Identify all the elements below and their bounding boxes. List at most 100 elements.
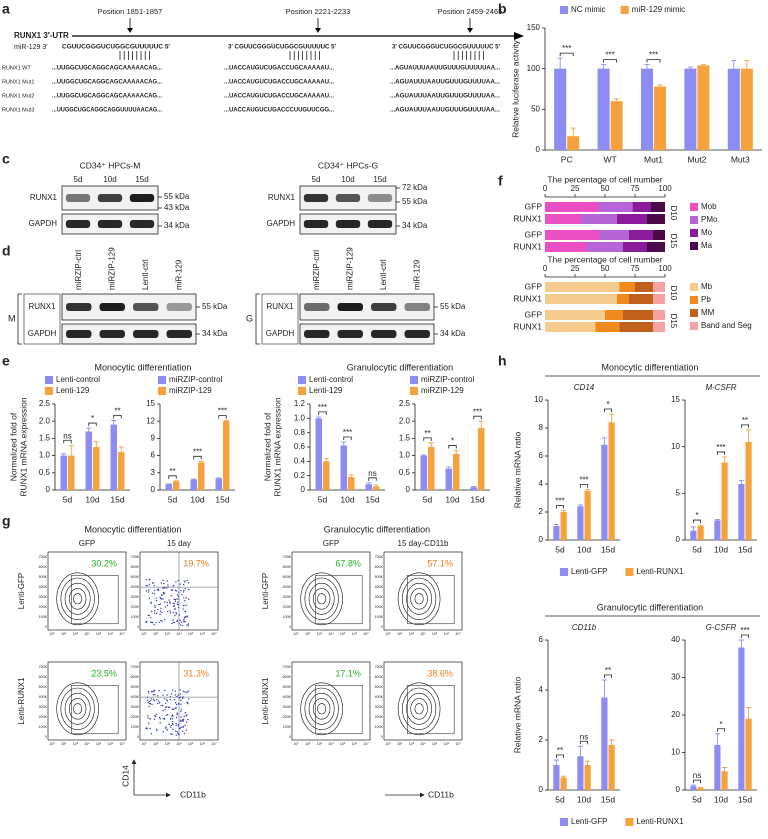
event-dot [180, 716, 182, 718]
error-bar [746, 707, 752, 731]
error-bar [478, 420, 484, 436]
x-tick-label: Mut1 [644, 154, 663, 164]
event-dot [148, 722, 150, 725]
event-dot [150, 616, 152, 619]
blot-row-label: GAPDH [28, 329, 57, 338]
bar [684, 68, 697, 150]
event-dot [168, 723, 170, 726]
event-dot [154, 694, 156, 696]
flow-x-tick: 10⁵ [96, 632, 102, 636]
event-dot [170, 589, 172, 591]
bar [478, 428, 485, 490]
legend-swatch [298, 387, 306, 395]
y-axis-label: Normalized fold of [8, 412, 18, 481]
flow-x-tick: 10⁵ [188, 632, 194, 636]
significance-bracket [556, 505, 564, 509]
error-bar [373, 484, 379, 489]
bar-segment [653, 294, 665, 304]
bar [315, 418, 322, 490]
event-dot [167, 706, 169, 708]
flow-x-tick: 10⁶ [200, 742, 206, 746]
event-dot [148, 705, 150, 708]
significance-bracket [318, 411, 327, 415]
event-dot [166, 601, 169, 604]
event-dot [172, 723, 174, 726]
significance-bracket [448, 445, 457, 449]
bar-segment [617, 294, 629, 304]
flow-x-tick: 10⁷ [119, 742, 125, 746]
event-dot [180, 703, 182, 705]
utr-sequence: ...AGUAUUUAAUUGUUUGUUUUAA... [390, 107, 500, 114]
gate-percent: 67.8% [335, 558, 361, 568]
y-tick-label: 2 [539, 507, 544, 516]
event-dot [152, 698, 155, 700]
event-dot [184, 610, 186, 612]
y-axis-label: Relative mRNA ratio [512, 431, 522, 508]
bar [118, 452, 125, 490]
contour [312, 588, 331, 610]
y-tick-label: 1.0 [39, 451, 51, 460]
bar [608, 745, 615, 790]
blot-row-label: RUNX1 [268, 193, 296, 202]
event-dot [180, 726, 182, 729]
flow-x-tick: 10⁷ [211, 632, 217, 636]
event-dot [175, 724, 177, 727]
flow-x-tick: 10³ [317, 742, 323, 746]
bar-segment [595, 322, 620, 332]
legend-label: Mob [701, 202, 717, 211]
event-dot [180, 699, 182, 702]
utr-sequence: ...AGUAUUUAAUUGUUUGUUUUAA... [390, 79, 500, 86]
contour [312, 698, 331, 720]
flow-y-tick: 700K [131, 665, 140, 669]
significance-label: ** [424, 429, 430, 438]
band [66, 303, 92, 311]
y-tick-label: 2 [539, 735, 544, 744]
bar-segment [545, 230, 599, 240]
contour [56, 572, 99, 626]
event-dot [153, 584, 155, 587]
bar [223, 421, 230, 490]
lane-label: 5d [312, 175, 321, 184]
y-tick-label: 1.5 [399, 434, 411, 443]
significance-bracket [693, 779, 701, 784]
error-bar [453, 449, 459, 458]
x-tick-label: 10d [577, 544, 591, 554]
bar [610, 101, 623, 150]
event-dot [175, 613, 178, 615]
flow-x-tick: 10³ [409, 632, 415, 636]
event-dot [184, 616, 186, 618]
event-dot [147, 690, 150, 693]
flow-y-tick: 500K [39, 575, 48, 579]
flow-x-tick: 10¹ [385, 742, 391, 746]
flow-y-tick: 0 [45, 625, 47, 629]
y-tick-label: RUNX1 [513, 213, 542, 223]
event-dot [177, 601, 179, 603]
event-dot [153, 593, 156, 595]
event-dot [163, 593, 165, 595]
utr-sequence: ...UACCAUGUCUGACCUGCAAAAAU... [224, 79, 334, 86]
contour [73, 703, 83, 715]
event-dot [147, 589, 150, 591]
contour [60, 687, 95, 730]
group-label: D10 [669, 206, 678, 221]
flow-x-tick: 10⁵ [340, 742, 346, 746]
significance-label: ns [368, 469, 376, 478]
flow-y-tick: 600K [131, 675, 140, 679]
event-dot [175, 722, 177, 725]
lane-label: miRZIP-129 [107, 247, 116, 290]
section-title: Monocytic differentiation [602, 362, 699, 372]
flow-y-tick: 0 [137, 735, 139, 739]
flow-y-tick: 300K [131, 705, 140, 709]
event-dot [168, 706, 171, 709]
event-dot [170, 726, 172, 728]
flow-x-tick: 10⁶ [200, 632, 206, 636]
bar-segment [653, 322, 665, 332]
flow-plot [47, 661, 127, 741]
row-label: Lenti-GFP [261, 573, 270, 609]
event-dot [150, 602, 152, 605]
error-bar [738, 479, 744, 489]
size-marker: 55 kDa [402, 197, 428, 206]
y-tick-label: 1.0 [399, 451, 411, 460]
utr-sequence: ...UACCAUGUCUGACCCUUGUUCGG... [224, 107, 334, 114]
flow-y-tick: 700K [283, 555, 292, 559]
